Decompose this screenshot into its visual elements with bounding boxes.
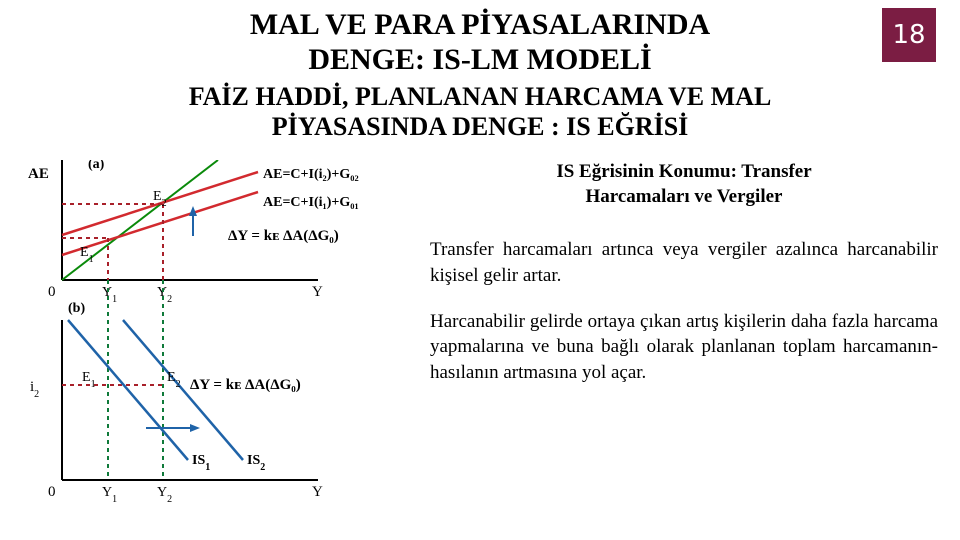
svg-text:(b): (b): [68, 301, 85, 316]
svg-text:Y1: Y1: [102, 285, 117, 305]
svg-text:AE: AE: [28, 166, 49, 182]
right-heading-line-2: Harcamaları ve Vergiler: [586, 186, 783, 207]
slide-body-text: IS Eğrisinin Konumu: Transfer Harcamalar…: [430, 160, 938, 406]
slide-subtitle: FAİZ HADDİ, PLANLANAN HARCAMA VE MAL PİY…: [0, 82, 960, 142]
svg-text:E1: E1: [82, 370, 96, 390]
title-line-1: MAL VE PARA PİYASALARINDA: [250, 8, 710, 41]
economic-diagram: AE Y 0 (a) AE=C+I(i₂)+G₀₂ AE=C+I(i₁)+G₀₁ E1 E2 Δ…: [18, 160, 418, 530]
right-heading-line-1: IS Eğrisinin Konumu: Transfer: [556, 161, 811, 182]
subtitle-line-1: FAİZ HADDİ, PLANLANAN HARCAMA VE MAL: [189, 82, 772, 111]
svg-text:IS1: IS1: [192, 453, 210, 473]
svg-text:Y2: Y2: [157, 285, 172, 305]
svg-text:0: 0: [48, 284, 56, 300]
svg-text:E2: E2: [167, 370, 181, 390]
svg-text:ΔY = kᴇ ΔA(ΔG₀): ΔY = kᴇ ΔA(ΔG₀): [190, 377, 301, 393]
svg-text:IS2: IS2: [247, 453, 265, 473]
subtitle-line-2: PİYASASINDA DENGE : IS EĞRİSİ: [272, 112, 689, 141]
title-line-2: DENGE: IS-LM MODELİ: [308, 43, 651, 76]
svg-text:(a): (a): [88, 160, 105, 172]
right-paragraph-2: Harcanabilir gelirde ortaya çıkan artış …: [430, 309, 938, 386]
right-paragraph-1: Transfer harcamaları artınca veya vergil…: [430, 237, 938, 288]
svg-text:Y: Y: [312, 284, 323, 300]
slide-title: MAL VE PARA PİYASALARINDA DENGE: IS-LM M…: [0, 8, 960, 77]
svg-text:AE=C+I(i₁)+G₀₁: AE=C+I(i₁)+G₀₁: [263, 195, 359, 210]
svg-text:Y: Y: [312, 484, 323, 500]
svg-text:ΔY = kᴇ ΔA(ΔG₀): ΔY = kᴇ ΔA(ΔG₀): [228, 228, 339, 244]
svg-text:Y1: Y1: [102, 485, 117, 505]
svg-text:AE=C+I(i₂)+G₀₂: AE=C+I(i₂)+G₀₂: [263, 167, 359, 182]
svg-text:0: 0: [48, 484, 56, 500]
svg-text:Y2: Y2: [157, 485, 172, 505]
svg-text:i2: i2: [30, 379, 39, 400]
